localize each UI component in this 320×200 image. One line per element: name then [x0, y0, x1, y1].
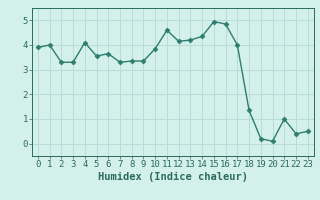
X-axis label: Humidex (Indice chaleur): Humidex (Indice chaleur) — [98, 172, 248, 182]
